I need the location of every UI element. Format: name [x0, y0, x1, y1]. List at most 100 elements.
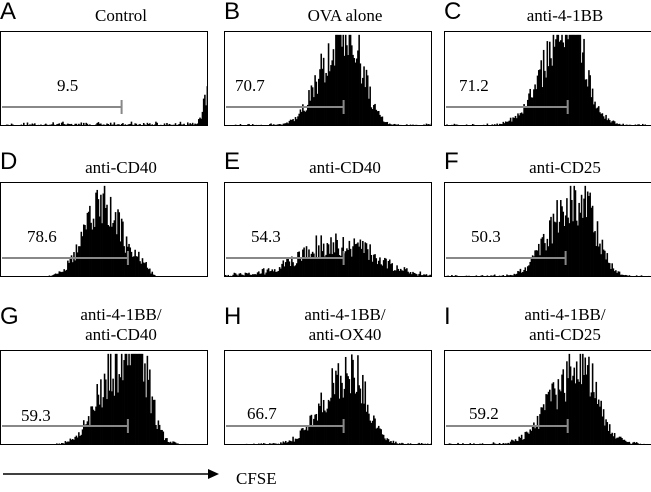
histogram-bar: [424, 274, 427, 276]
histogram-bar: [623, 439, 626, 444]
histogram-bar: [84, 225, 86, 276]
histogram-bar: [619, 274, 622, 276]
histogram-bar: [120, 353, 123, 444]
histogram-bar: [586, 191, 589, 276]
histogram-plot: 70.7: [224, 31, 432, 126]
histogram-bar: [163, 125, 165, 126]
histogram-bar: [632, 276, 634, 277]
histogram-bar: [563, 392, 566, 444]
histogram-bar: [474, 276, 476, 277]
histogram-bar: [75, 244, 78, 276]
histogram-bar: [258, 124, 260, 125]
histogram-bar: [73, 252, 75, 276]
histogram-bar: [112, 378, 114, 444]
histogram-bar: [622, 439, 624, 444]
histogram-bar: [560, 200, 562, 276]
histogram-bar: [533, 256, 535, 276]
histogram-bar: [519, 437, 522, 444]
histogram-bar: [184, 443, 187, 444]
histogram-bar: [370, 422, 373, 444]
histogram-bar: [618, 271, 621, 276]
histogram-bar: [648, 275, 650, 276]
histogram-bar: [77, 125, 79, 126]
histogram-bar: [149, 123, 151, 125]
histogram-bar: [97, 199, 100, 276]
histogram-bar: [304, 429, 307, 444]
histogram-bar: [91, 229, 94, 276]
histogram-bar: [157, 420, 160, 444]
histogram-bar: [264, 443, 266, 444]
histogram-bar: [531, 97, 534, 125]
histogram-bar: [48, 124, 51, 125]
histogram-bar: [588, 196, 590, 276]
histogram-bar: [327, 399, 330, 444]
histogram-bar: [366, 75, 369, 125]
histogram-bar: [637, 443, 639, 444]
histogram-bar: [103, 185, 106, 276]
histogram-bar: [588, 70, 590, 125]
histogram-bar: [147, 379, 150, 444]
histogram-bar: [546, 394, 549, 444]
histogram-bar: [253, 124, 255, 125]
histogram-bar: [612, 436, 615, 444]
histogram-bar: [561, 34, 563, 125]
histogram-bar: [78, 123, 80, 125]
histogram-bar: [608, 424, 611, 444]
histogram-bar: [321, 68, 324, 125]
histogram-bar: [236, 274, 238, 276]
histogram-bar: [302, 428, 304, 444]
histogram-bar: [425, 274, 428, 276]
histogram-bar: [544, 243, 546, 276]
histogram-bar: [547, 246, 550, 276]
histogram-bar: [629, 443, 632, 444]
histogram-bar: [172, 441, 174, 444]
histogram-bar: [530, 258, 533, 276]
histogram-bar: [308, 425, 310, 444]
histogram-bar: [377, 110, 380, 125]
histogram-bar: [524, 431, 527, 444]
histogram-bar: [359, 63, 362, 125]
histogram-bar: [199, 117, 201, 125]
histogram-bar: [413, 444, 415, 445]
histogram-bar: [164, 438, 167, 444]
histogram-bar: [311, 426, 314, 444]
histogram-bar: [446, 124, 448, 125]
histogram-plot: 9.5: [0, 31, 208, 126]
histogram-bar: [575, 220, 578, 276]
histogram-bar: [606, 253, 609, 276]
histogram-bar: [177, 124, 179, 125]
histogram-bar: [627, 276, 629, 277]
histogram-bar: [482, 125, 484, 126]
gate-percentage: 59.3: [21, 406, 51, 425]
histogram-bar: [574, 383, 577, 444]
histogram-bar: [642, 444, 644, 445]
histogram-bar: [562, 42, 565, 125]
histogram-bar: [51, 444, 53, 445]
histogram-bar: [509, 274, 512, 276]
histogram-bar: [377, 260, 380, 276]
histogram-bar: [451, 124, 453, 125]
histogram-bar: [76, 437, 79, 444]
histogram-bar: [155, 121, 157, 125]
histogram-bar: [544, 410, 546, 444]
histogram-bar: [473, 276, 475, 277]
histogram-bar: [404, 269, 407, 276]
histogram-bar: [120, 218, 123, 276]
histogram-bar: [525, 106, 528, 125]
histogram-bar: [628, 441, 631, 444]
histogram-bar: [294, 117, 297, 125]
panel-d: D anti-CD40 78.6: [0, 150, 212, 310]
histogram-bar: [180, 124, 183, 125]
histogram-bar: [406, 268, 408, 276]
histogram-bar: [498, 275, 501, 276]
histogram-bar: [509, 441, 512, 444]
histogram-bar: [294, 438, 297, 444]
histogram-bar: [163, 440, 166, 444]
histogram-bar: [491, 275, 494, 276]
histogram-bar: [160, 429, 162, 444]
histogram-bar: [141, 353, 144, 444]
histogram-bar: [384, 257, 386, 276]
histogram-bar: [525, 271, 528, 276]
histogram-bar: [97, 122, 100, 125]
histogram-bar: [231, 444, 233, 445]
